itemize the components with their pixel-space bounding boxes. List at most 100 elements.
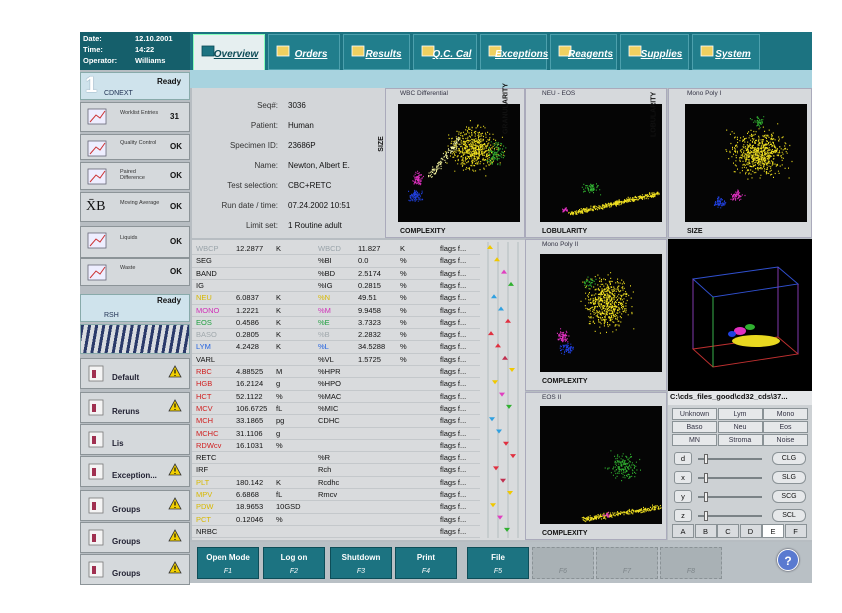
slider-button[interactable]: SCG [772,490,806,503]
function-key: F7 [596,547,658,579]
cell-button-label[interactable]: Baso [686,424,703,431]
tab-label[interactable]: Overview [213,49,259,60]
function-key-code[interactable]: F5 [493,568,503,575]
slider-button-label[interactable]: SCL [782,512,796,519]
function-key-label[interactable]: Shutdown [341,553,381,562]
status-item[interactable] [80,192,190,222]
row-value: 1.2221 [236,305,259,315]
function-key[interactable]: Print F4 [395,547,457,579]
function-key[interactable]: File F5 [467,547,529,579]
queue-label[interactable]: Groups [112,569,141,578]
slider-thumb[interactable] [704,473,708,483]
view-tab-label[interactable]: C [725,527,731,536]
queue-label[interactable]: Default [112,373,140,382]
tab-label[interactable]: Supplies [640,49,683,60]
slider-button-label[interactable]: SLG [781,474,796,481]
tab[interactable]: Reagents [550,34,617,70]
function-key[interactable]: Open Mode F1 [197,547,259,579]
tab-label[interactable]: System [715,49,751,60]
queue-label[interactable]: Lis [112,439,124,448]
slider-label[interactable]: d [674,452,692,465]
slider-button[interactable]: CLG [772,452,806,465]
help-label[interactable]: ? [784,554,792,568]
help-button[interactable]: ? [777,549,799,571]
tab-label[interactable]: Results [365,49,402,60]
tab[interactable]: Overview [193,34,265,70]
slider-letter[interactable]: z [681,511,685,520]
row-value2: 1.5725 [358,354,381,364]
cell-button[interactable]: Noise [763,434,808,446]
tab-label[interactable]: Orders [294,49,328,60]
cell-button[interactable]: Baso [672,421,717,433]
cell-button[interactable]: Mono [763,408,808,420]
tab[interactable]: Supplies [620,34,689,70]
function-key-code[interactable]: F4 [421,568,431,575]
cell-button-label[interactable]: Unknown [679,411,710,418]
row-value: 6.0837 [236,293,259,303]
slider-label[interactable]: y [674,490,692,503]
tab-label[interactable]: Q.C. Cal [432,49,472,60]
slider-label[interactable]: z [674,509,692,522]
function-key-label[interactable]: Open Mode [206,553,250,562]
queue-label[interactable]: Groups [112,505,141,514]
slider-thumb[interactable] [704,454,708,464]
tab[interactable]: Q.C. Cal [413,34,477,70]
slider-letter[interactable]: d [680,454,686,463]
function-key-code[interactable]: F3 [356,568,366,575]
row-name2: Rmcv [318,490,338,499]
tab-label[interactable]: Reagents [567,49,613,60]
queue-label[interactable]: Groups [112,537,141,546]
function-key[interactable]: Shutdown F3 [330,547,392,579]
cell-button[interactable]: Lym [717,408,763,420]
cell-button[interactable]: Stroma [717,434,763,446]
cell-button[interactable]: Eos [763,421,808,433]
queue-label[interactable]: Exception... [112,471,157,480]
cell-button-label[interactable]: Neu [733,424,747,431]
scatter-plot [540,406,662,524]
queue-label[interactable]: Reruns [112,407,140,416]
tab[interactable]: Orders [268,34,340,70]
view-tab[interactable]: C [717,524,739,538]
cell-button[interactable]: Unknown [672,408,717,420]
slider-letter[interactable]: x [681,473,685,482]
slider-button-label[interactable]: CLG [781,455,797,462]
function-key-code[interactable]: F1 [223,568,233,575]
row-flags: flags f... [440,477,467,487]
tab[interactable]: System [692,34,760,70]
function-key[interactable]: Log on F2 [263,547,325,579]
scatter-dots [730,189,746,201]
slider-button[interactable]: SLG [772,471,806,484]
cell-button[interactable]: MN [672,434,717,446]
view-tab-label[interactable]: F [793,527,798,536]
function-key-code[interactable]: F2 [289,568,299,575]
cell-button[interactable]: Neu [717,421,763,433]
cell-button-label[interactable]: Eos [779,424,792,431]
tab[interactable]: Results [343,34,410,70]
view-tab-label[interactable]: A [680,527,686,536]
slider-button-label[interactable]: SCG [781,493,797,500]
function-key-label[interactable]: Log on [280,553,308,562]
cell-button-label[interactable]: Lym [733,411,747,418]
tab[interactable]: Exceptions [480,34,549,70]
slider-thumb[interactable] [704,492,708,502]
view-tab-label[interactable]: E [770,527,776,536]
view-tab[interactable]: A [672,524,694,538]
view-tab[interactable]: D [739,524,762,538]
view-tab-label[interactable]: B [702,527,708,536]
view-tab[interactable]: F [784,524,807,538]
tab-label[interactable]: Exceptions [495,49,549,60]
function-key-label[interactable]: Print [416,553,436,562]
view-tab[interactable]: B [694,524,717,538]
cell-button-label[interactable]: Stroma [728,437,752,444]
slider-label[interactable]: x [674,471,692,484]
slider-thumb[interactable] [704,511,708,521]
view-tab[interactable]: E [762,524,784,538]
cell-button-label[interactable]: MN [689,437,700,444]
cell-button-label[interactable]: Noise [776,437,795,444]
function-key-label[interactable]: File [491,553,505,562]
cell-button-label[interactable]: Mono [776,411,795,418]
scatter-dots [725,123,793,180]
view-tab-label[interactable]: D [747,527,754,536]
slider-letter[interactable]: y [681,492,685,501]
slider-button[interactable]: SCL [772,509,806,522]
